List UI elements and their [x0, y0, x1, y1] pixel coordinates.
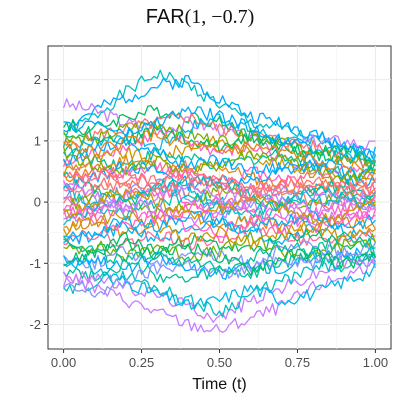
series-line	[63, 188, 376, 226]
series-line	[63, 252, 376, 283]
chart-title: FAR(1, −0.7)	[145, 6, 255, 28]
y-tick-label: -2	[29, 317, 41, 332]
y-tick-label: 0	[34, 195, 41, 210]
series-line	[63, 242, 376, 298]
series-line	[63, 229, 376, 259]
x-tick-label: 0.25	[129, 355, 154, 370]
x-tick-label: 0.50	[207, 355, 232, 370]
series-line	[63, 69, 376, 167]
series-line	[62, 255, 376, 310]
series-line	[63, 178, 376, 226]
series-line	[62, 209, 376, 250]
x-tick-label: 0.75	[285, 355, 310, 370]
series-line	[63, 165, 377, 202]
y-tick-label: 2	[34, 72, 41, 87]
x-tick-label: 1.00	[363, 355, 388, 370]
series-line	[63, 231, 377, 263]
series-line	[63, 237, 376, 277]
series-line	[62, 135, 376, 185]
series-line	[63, 106, 376, 159]
series-line	[62, 253, 376, 323]
series-line	[63, 204, 377, 238]
series-line	[63, 210, 376, 245]
series-line	[63, 221, 376, 252]
x-tick-label: 0.00	[51, 355, 76, 370]
series-line	[62, 186, 376, 221]
x-axis-title: Time (t)	[192, 376, 247, 393]
series-line	[63, 231, 376, 275]
series-line	[62, 146, 376, 183]
series-line	[62, 98, 376, 154]
y-tick-label: -1	[29, 256, 41, 271]
axes: 0.00 0.25 0.50 0.75 1.00 -2 -1 0 1 2	[29, 72, 388, 370]
series-line	[63, 178, 376, 215]
series-line	[63, 128, 377, 178]
y-tick-label: 1	[34, 133, 41, 148]
series-line	[63, 169, 376, 198]
curves	[62, 69, 377, 333]
series-line	[63, 118, 377, 171]
